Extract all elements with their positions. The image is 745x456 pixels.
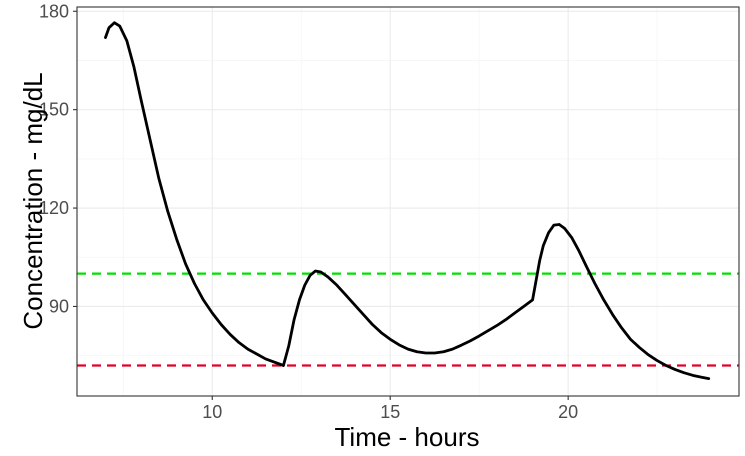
y-tick-label: 120: [39, 198, 69, 218]
concentration-line: [104, 21, 711, 381]
x-tick-label: 10: [202, 402, 222, 422]
series-layer: [104, 21, 711, 381]
y-tick-label: 180: [39, 1, 69, 21]
x-axis-title: Time - hours: [335, 422, 480, 452]
y-tick-label: 90: [49, 296, 69, 316]
y-axis-title: Concentration - mg/dL: [18, 72, 48, 329]
x-tick-label: 15: [380, 402, 400, 422]
panel-border: [76, 6, 740, 397]
tick-layer: 10 15 20 90 120 150 180: [39, 1, 578, 422]
reference-lines: [77, 272, 739, 367]
y-tick-label: 150: [39, 100, 69, 120]
grid-layer: [77, 7, 739, 396]
x-tick-label: 20: [558, 402, 578, 422]
